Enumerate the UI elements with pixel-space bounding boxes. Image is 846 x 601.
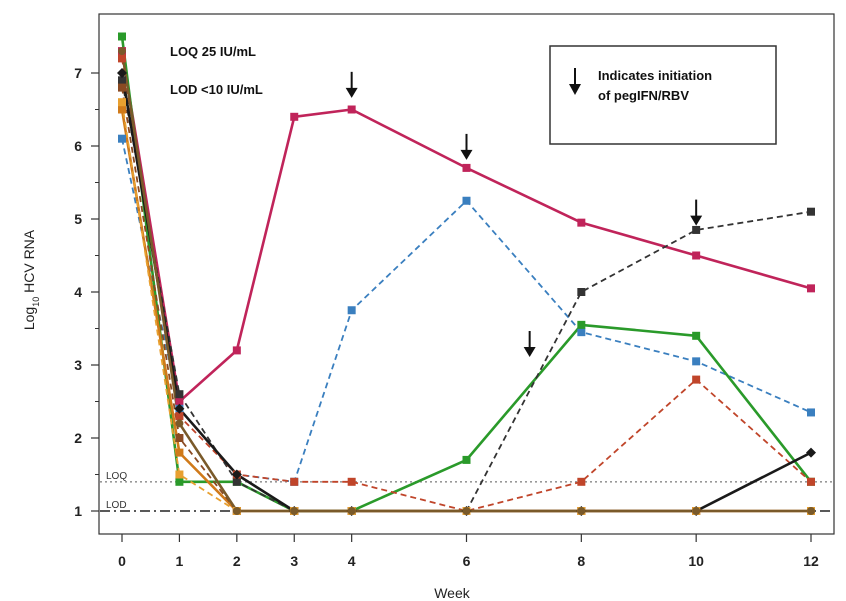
data-point-series-4	[577, 288, 586, 296]
data-point-series-2	[807, 408, 815, 417]
data-point-series-4	[692, 225, 701, 234]
data-point-series-10	[118, 47, 126, 56]
data-point-series-3	[577, 320, 586, 329]
loq-annotation: LOQ 25 IU/mL	[170, 44, 256, 59]
legend: Indicates initiation of pegIFN/RBV	[549, 45, 777, 145]
data-point-series-3	[175, 477, 184, 486]
series-line-9	[121, 102, 811, 512]
y-tick-label: 5	[74, 211, 82, 227]
initiation-arrow-icon	[345, 71, 358, 98]
y-tick-label: 2	[74, 430, 82, 446]
reference-label-loq: LOQ	[106, 471, 127, 482]
data-point-series-9	[118, 98, 126, 107]
reference-label-lod: LOD	[106, 500, 127, 511]
y-axis-title-sub: 10	[31, 297, 41, 307]
legend-arrow-icon	[569, 68, 581, 95]
data-point-series-4	[118, 76, 126, 85]
data-point-series-4	[807, 207, 815, 216]
x-tick-label: 1	[176, 553, 184, 569]
data-point-series-3	[462, 455, 471, 464]
x-tick-label: 4	[348, 553, 356, 569]
initiation-arrows	[345, 71, 703, 357]
data-point-series-10	[347, 507, 356, 515]
data-point-series-7	[118, 105, 126, 114]
data-point-series-5	[577, 477, 586, 486]
data-point-series-10	[692, 507, 701, 515]
data-point-series-10	[232, 507, 241, 515]
data-point-series-6	[806, 447, 816, 458]
data-point-series-10	[175, 419, 184, 428]
x-axis: 0 1 2 3 4 6 8 10 12	[118, 534, 819, 569]
data-point-series-2	[577, 328, 586, 337]
x-tick-label: 10	[688, 553, 704, 569]
data-point-series-1	[290, 112, 299, 121]
data-point-series-9	[175, 470, 184, 479]
data-point-series-4	[175, 390, 184, 399]
data-point-series-4	[232, 477, 241, 486]
data-point-series-10	[807, 507, 815, 515]
data-point-series-5	[347, 477, 356, 486]
data-point-series-1	[692, 251, 701, 260]
y-tick-label: 1	[74, 503, 82, 519]
legend-text-line1: Indicates initiation	[598, 68, 712, 83]
y-tick-label: 6	[74, 138, 82, 154]
x-tick-label: 12	[803, 553, 819, 569]
data-point-series-1	[807, 284, 815, 293]
x-tick-label: 3	[290, 553, 298, 569]
data-point-series-2	[692, 357, 701, 366]
x-tick-label: 8	[577, 553, 585, 569]
data-point-series-10	[462, 507, 471, 515]
x-axis-title: Week	[434, 585, 471, 601]
data-point-series-3	[118, 32, 126, 41]
data-point-series-1	[347, 105, 356, 114]
y-axis: 1 2 3 4 5 6 7	[74, 65, 99, 519]
y-tick-label: 3	[74, 357, 82, 373]
legend-box	[549, 45, 777, 145]
data-point-series-6	[174, 403, 185, 414]
data-point-series-2	[118, 134, 126, 143]
data-point-series-1	[462, 163, 471, 172]
data-point-series-5	[175, 412, 184, 421]
x-tick-label: 6	[463, 553, 471, 569]
x-tick-label: 2	[233, 553, 241, 569]
data-point-series-5	[290, 477, 299, 486]
legend-text-line2: of pegIFN/RBV	[598, 88, 689, 103]
data-point-series-1	[232, 346, 241, 355]
data-point-series-2	[462, 196, 471, 205]
y-tick-label: 4	[74, 284, 82, 300]
data-point-series-10	[290, 507, 299, 515]
data-point-series-1	[175, 397, 184, 406]
x-tick-label: 0	[118, 553, 126, 569]
data-point-series-5	[118, 54, 126, 63]
data-point-series-1	[577, 218, 586, 227]
initiation-arrow-icon	[523, 331, 536, 357]
data-point-series-6	[117, 68, 127, 78]
y-tick-label: 7	[74, 65, 82, 81]
data-point-series-7	[175, 448, 184, 457]
data-point-series-5	[807, 477, 815, 486]
series-markers	[117, 32, 816, 516]
data-point-series-5	[692, 375, 701, 384]
y-axis-title-rest: HCV RNA	[21, 229, 37, 297]
data-point-series-2	[347, 306, 356, 315]
initiation-arrow-icon	[460, 133, 473, 160]
data-point-series-3	[692, 331, 701, 340]
series-line-2	[121, 138, 812, 483]
data-point-series-8	[175, 434, 184, 442]
lod-annotation: LOD <10 IU/mL	[170, 82, 263, 97]
data-point-series-8	[118, 83, 126, 92]
initiation-arrow-icon	[690, 199, 703, 226]
data-point-series-6	[231, 469, 242, 480]
y-axis-title-main: Log	[21, 307, 37, 330]
data-point-series-10	[577, 507, 586, 515]
y-axis-title: Log10 HCV RNA	[21, 229, 41, 330]
